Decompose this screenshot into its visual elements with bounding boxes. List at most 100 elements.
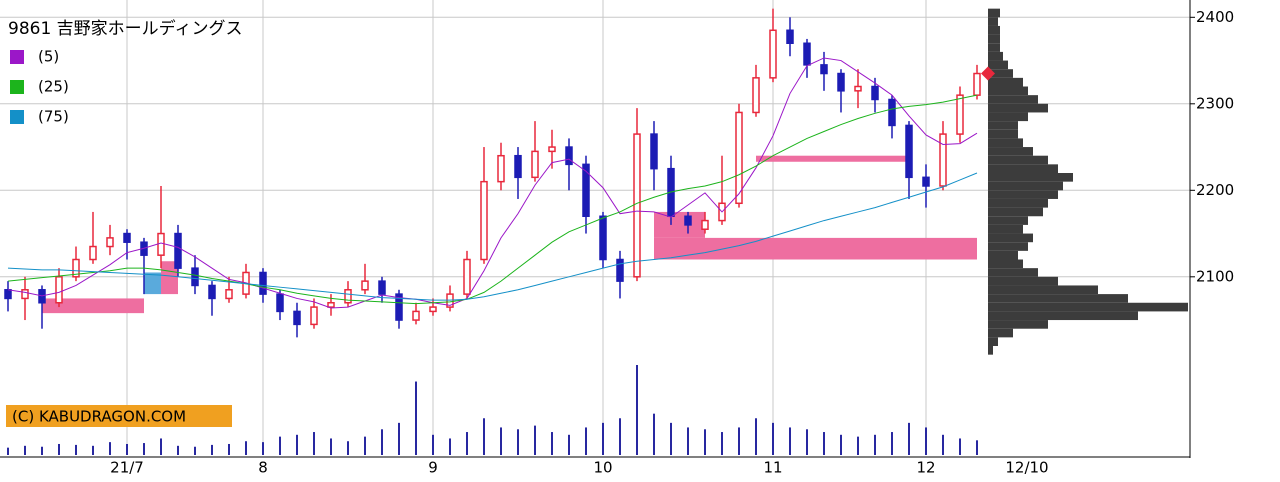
volume-bar <box>160 438 162 455</box>
candle-body <box>735 111 743 205</box>
profile-bar <box>988 86 1028 96</box>
candle-body <box>208 284 216 300</box>
volume-bar <box>653 413 655 455</box>
volume-bar <box>806 429 808 455</box>
y-tick-label: 2100 <box>1196 267 1234 285</box>
profile-bar <box>988 207 1043 217</box>
zone <box>144 272 161 295</box>
profile-bar <box>988 95 1038 104</box>
volume-bar <box>109 442 111 455</box>
y-tick-label: 2300 <box>1196 94 1234 112</box>
zone <box>756 155 909 162</box>
profile-bar <box>988 259 1023 269</box>
profile-bar <box>988 164 1058 174</box>
legend-swatch <box>10 80 24 94</box>
volume-bar <box>330 438 332 455</box>
volume-bar <box>58 443 60 455</box>
volume-bar <box>755 418 757 455</box>
candle-body <box>650 133 658 170</box>
volume-bar <box>41 446 43 455</box>
candle-body <box>21 289 29 300</box>
volume-bar <box>687 427 689 455</box>
candle-body <box>633 133 641 278</box>
volume-bar <box>500 427 502 455</box>
candle-body <box>378 280 386 295</box>
candle-body <box>412 310 420 321</box>
volume-bar <box>738 427 740 455</box>
volume-bar <box>7 447 9 455</box>
volume-bar <box>381 429 383 455</box>
plot-marks: 2100 2200 2300 2400 21/7 8 9 10 11 12 <box>4 8 1234 477</box>
volume-bar <box>959 438 961 455</box>
volume-bar <box>840 434 842 455</box>
profile-bar <box>988 328 1013 338</box>
x-tick-label: 12 <box>916 459 935 477</box>
profile-bar <box>988 69 1013 78</box>
volume-bar <box>24 445 26 455</box>
candle-body <box>225 289 233 300</box>
profile-bar <box>988 285 1098 295</box>
candle-body <box>463 258 471 295</box>
profile-bar <box>988 250 1018 260</box>
volume-bar <box>857 436 859 455</box>
profile-bar <box>988 103 1048 113</box>
volume-bar <box>347 441 349 455</box>
volume-bar <box>126 443 128 455</box>
y-tick-label: 2200 <box>1196 181 1234 199</box>
volume-bar <box>228 443 230 455</box>
candle-body <box>89 245 97 261</box>
volume-bar <box>364 436 366 455</box>
candle-body <box>361 280 369 291</box>
volume-bar <box>245 441 247 455</box>
profile-bar <box>988 224 1023 234</box>
candle-body <box>905 124 913 179</box>
x-tick-label: 9 <box>428 459 438 477</box>
candle-body <box>854 85 862 92</box>
volume-bar <box>517 429 519 455</box>
volume-bar <box>670 422 672 455</box>
candle-body <box>820 64 828 75</box>
profile-bar <box>988 276 1058 286</box>
volume-bar <box>313 432 315 455</box>
volume-bar <box>721 432 723 455</box>
profile-bar <box>988 311 1138 321</box>
volume-bar <box>823 432 825 455</box>
candle-body <box>565 146 573 166</box>
volume-bar <box>925 427 927 455</box>
profile-bar <box>988 77 1023 87</box>
volume-bar <box>194 446 196 455</box>
volume-bar <box>415 381 417 455</box>
profile-bar <box>988 216 1028 225</box>
volume-bar <box>398 422 400 455</box>
profile-bar <box>988 181 1063 191</box>
volume-bar <box>177 445 179 455</box>
candle-body <box>582 163 590 218</box>
candle-body <box>803 42 811 66</box>
profile-bar <box>988 173 1073 182</box>
volume-bar <box>942 434 944 455</box>
candle-body <box>956 94 964 135</box>
candle-body <box>72 258 80 278</box>
candle-body <box>429 306 437 313</box>
candle-body <box>174 232 182 269</box>
candle-body <box>395 293 403 321</box>
volume-bar <box>75 444 77 455</box>
candle-body <box>106 237 114 248</box>
volume-bar <box>262 442 264 455</box>
profile-bar <box>988 147 1033 156</box>
plot-back <box>0 0 1190 455</box>
zone <box>654 211 705 238</box>
ma-line <box>7 172 978 301</box>
legend-swatch <box>10 50 24 64</box>
candle-body <box>344 289 352 304</box>
candle-body <box>871 85 879 101</box>
candle-body <box>157 232 165 256</box>
candle-body <box>769 29 777 79</box>
volume-bar <box>891 432 893 455</box>
zone <box>161 261 178 295</box>
profile-bar <box>988 129 1018 139</box>
candle-body <box>786 29 794 45</box>
profile-bar <box>988 17 998 26</box>
volume-bar <box>279 436 281 455</box>
candle-body <box>191 267 199 287</box>
